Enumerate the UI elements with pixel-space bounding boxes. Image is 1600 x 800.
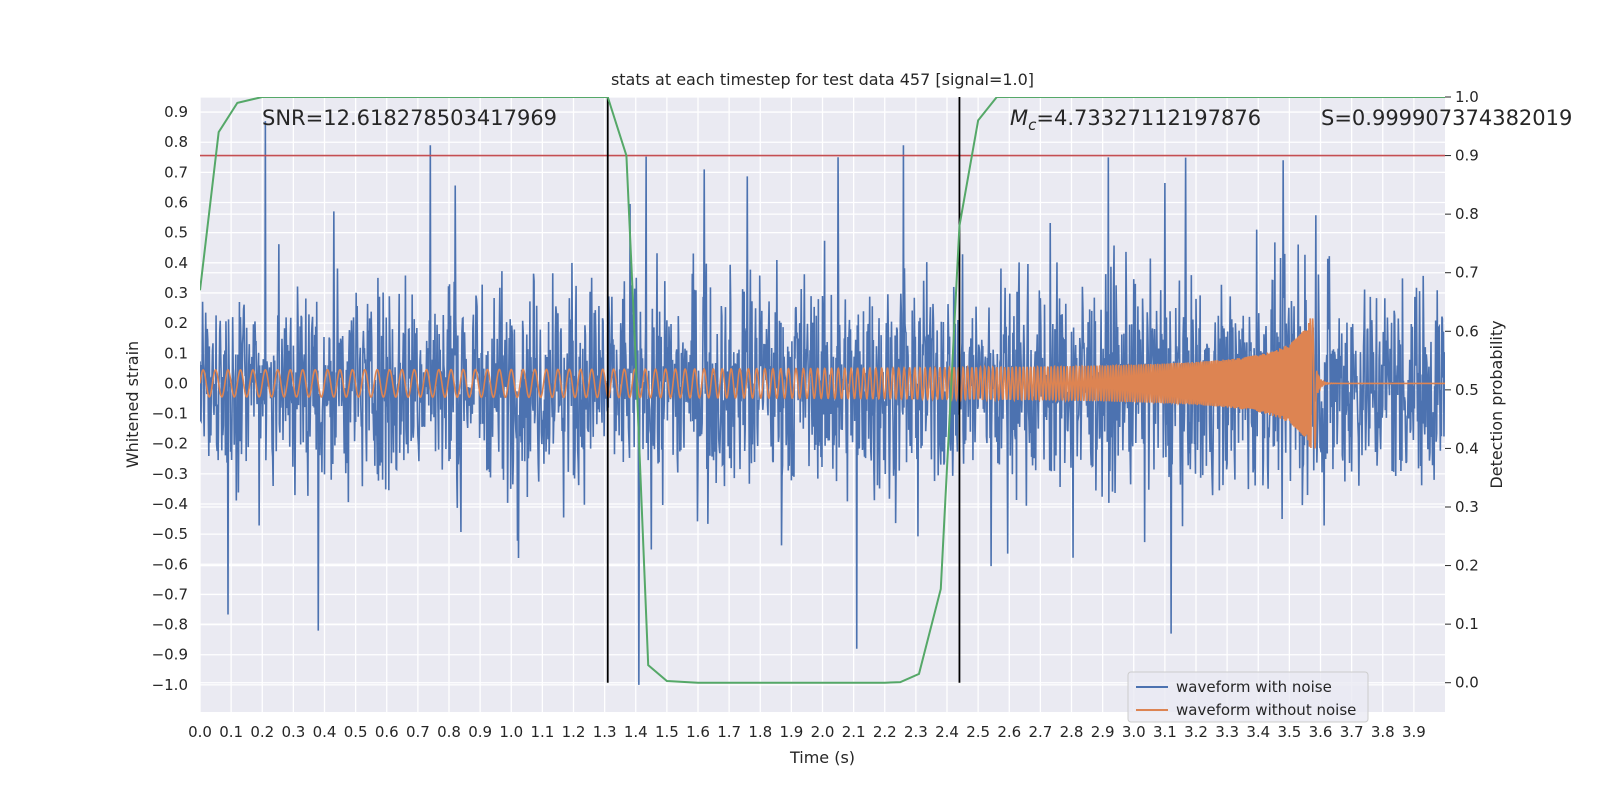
chart-title: stats at each timestep for test data 457… — [611, 70, 1034, 89]
x-tick-label: 3.9 — [1402, 723, 1426, 741]
x-tick-label: 3.8 — [1371, 723, 1395, 741]
series-waveform-with-noise — [200, 121, 1445, 685]
x-tick-label: 1.7 — [717, 723, 741, 741]
y-left-tick-label: 0.1 — [164, 344, 188, 362]
x-tick-label: 1.1 — [530, 723, 554, 741]
x-tick-label: 0.5 — [344, 723, 368, 741]
y-left-tick-label: −0.6 — [152, 555, 188, 573]
y-left-tick-label: 0.6 — [164, 194, 188, 212]
y-left-tick-label: 0.2 — [164, 314, 188, 332]
x-tick-label: 0.2 — [250, 723, 274, 741]
x-tick-label: 2.8 — [1060, 723, 1084, 741]
x-tick-label: 0.6 — [375, 723, 399, 741]
y-right-tick-label: 0.7 — [1455, 264, 1479, 282]
series-waveform-without-noise — [200, 318, 1445, 449]
x-tick-label: 1.3 — [593, 723, 617, 741]
x-tick-label: 1.4 — [624, 723, 648, 741]
y-right-tick-label: 1.0 — [1455, 88, 1479, 106]
x-tick-label: 1.2 — [562, 723, 586, 741]
x-tick-label: 3.3 — [1215, 723, 1239, 741]
annotation-score: S=0.999907374382019 — [1321, 106, 1572, 130]
y-left-tick-label: 0.7 — [164, 163, 188, 181]
legend-entry-noisy: waveform with noise — [1176, 678, 1332, 696]
y-left-tick-label: −0.5 — [152, 525, 188, 543]
y-right-tick-label: 0.8 — [1455, 205, 1479, 223]
series-detection-probability — [200, 97, 1445, 684]
y-left-tick-label: −0.2 — [152, 435, 188, 453]
y-right-tick-label: 0.6 — [1455, 322, 1479, 340]
series-layer — [200, 97, 1445, 685]
y-left-tick-label: 0.4 — [164, 254, 188, 272]
x-axis-label: Time (s) — [789, 748, 855, 767]
x-tick-label: 3.2 — [1184, 723, 1208, 741]
y-left-tick-label: −0.7 — [152, 585, 188, 603]
x-tick-label: 2.1 — [842, 723, 866, 741]
x-tick-label: 1.8 — [748, 723, 772, 741]
x-tick-label: 2.7 — [1028, 723, 1052, 741]
x-tick-label: 1.6 — [686, 723, 710, 741]
x-tick-label: 0.7 — [406, 723, 430, 741]
x-tick-label: 2.4 — [935, 723, 959, 741]
y-right-tick-label: 0.4 — [1455, 439, 1479, 457]
y-axis-left-ticks: 0.9 0.8 0.7 0.6 0.5 0.4 0.3 0.2 0.1 0.0 −0.1 −0.2 −0… — [152, 103, 188, 694]
y-left-tick-label: 0.5 — [164, 224, 188, 242]
y-right-tick-label: 0.5 — [1455, 381, 1479, 399]
legend-entry-clean: waveform without noise — [1176, 701, 1356, 719]
y-right-tick-label: 0.1 — [1455, 615, 1479, 633]
x-tick-label: 3.0 — [1122, 723, 1146, 741]
x-tick-label: 0.1 — [219, 723, 243, 741]
y-left-tick-label: 0.9 — [164, 103, 188, 121]
y-left-tick-label: −0.4 — [152, 495, 188, 513]
x-tick-label: 2.0 — [811, 723, 835, 741]
x-tick-label: 1.5 — [655, 723, 679, 741]
y-axis-left-label: Whitened strain — [123, 341, 142, 468]
y-right-tick-label: 0.2 — [1455, 557, 1479, 575]
y-right-tick-label: 0.0 — [1455, 674, 1479, 692]
y-left-tick-label: 0.3 — [164, 284, 188, 302]
y-left-tick-label: −0.3 — [152, 465, 188, 483]
x-axis-ticks: 0.0 0.1 0.2 0.3 0.4 0.5 0.6 0.7 0.8 0.9 1.0 1.1 1.2 1… — [188, 723, 1426, 741]
annotation-snr: SNR=12.618278503417969 — [262, 106, 557, 130]
x-tick-label: 3.6 — [1309, 723, 1333, 741]
x-tick-label: 3.7 — [1340, 723, 1364, 741]
x-tick-label: 3.5 — [1277, 723, 1301, 741]
x-tick-label: 2.2 — [873, 723, 897, 741]
x-tick-label: 1.9 — [779, 723, 803, 741]
y-right-tick-label: 0.3 — [1455, 498, 1479, 516]
y-left-tick-label: 0.8 — [164, 133, 188, 151]
x-tick-label: 0.8 — [437, 723, 461, 741]
y-left-tick-label: −0.9 — [152, 646, 188, 664]
x-tick-label: 1.0 — [499, 723, 523, 741]
x-tick-label: 3.1 — [1153, 723, 1177, 741]
legend-box — [1127, 671, 1369, 723]
x-tick-label: 0.9 — [468, 723, 492, 741]
y-right-tick-label: 0.9 — [1455, 147, 1479, 165]
y-left-tick-label: −0.1 — [152, 405, 188, 423]
y-axis-right-ticks: 1.0 0.9 0.8 0.7 0.6 0.5 0.4 0.3 0.2 0.1 0.0 — [1445, 88, 1479, 692]
y-left-tick-label: −1.0 — [152, 676, 188, 694]
x-tick-label: 2.6 — [997, 723, 1021, 741]
x-tick-label: 3.4 — [1246, 723, 1270, 741]
legend: waveform with noise waveform without noi… — [1127, 671, 1369, 723]
x-tick-label: 0.0 — [188, 723, 212, 741]
x-tick-label: 0.3 — [281, 723, 305, 741]
annotation-chirp-mass: Mc=4.73327112197876 — [1010, 106, 1261, 134]
x-tick-label: 2.3 — [904, 723, 928, 741]
y-axis-right-label: Detection probability — [1487, 320, 1506, 488]
x-tick-label: 2.9 — [1091, 723, 1115, 741]
y-left-tick-label: −0.8 — [152, 616, 188, 634]
x-tick-label: 2.5 — [966, 723, 990, 741]
y-left-tick-label: 0.0 — [164, 374, 188, 392]
x-tick-label: 0.4 — [313, 723, 337, 741]
